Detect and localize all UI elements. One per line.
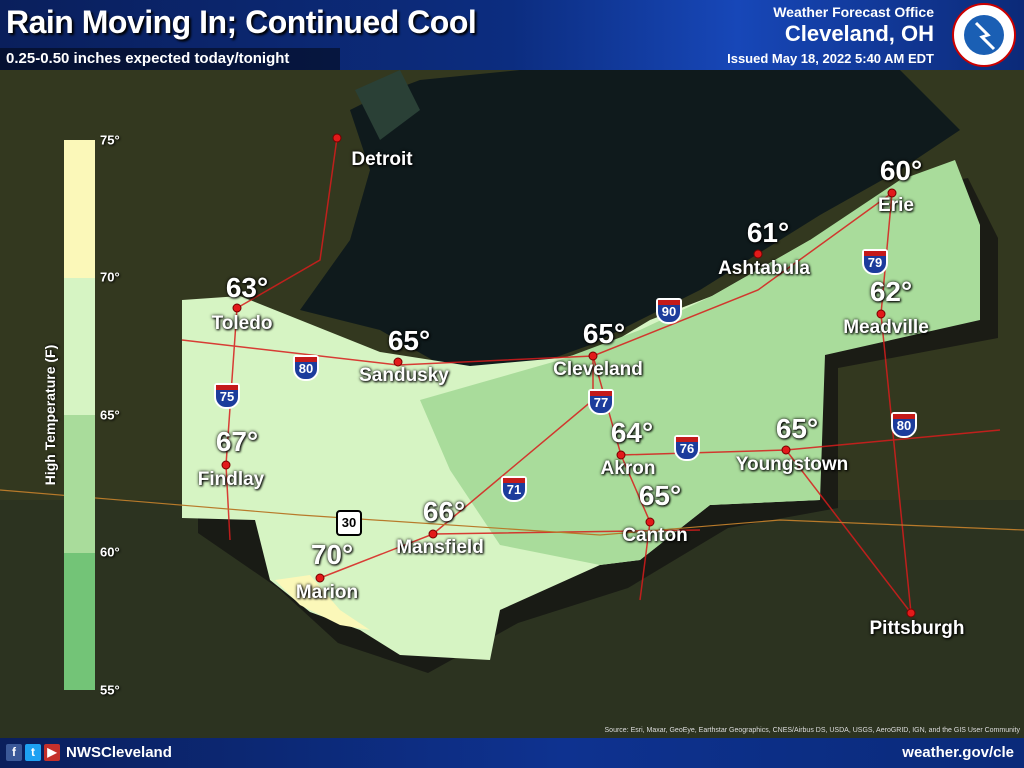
forecast-area-warm <box>275 575 370 630</box>
city-marker-youngstown <box>781 445 791 455</box>
city-temp-canton: 65° <box>638 480 682 511</box>
subtitle: 0.25-0.50 inches expected today/tonight <box>0 48 340 70</box>
office-info: Weather Forecast Office Cleveland, OH Is… <box>727 4 934 66</box>
city-temp-meadville: 62° <box>869 276 913 307</box>
legend-tick: 75° <box>100 132 120 148</box>
office-label: Weather Forecast Office <box>773 4 934 20</box>
map-source: Source: Esri, Maxar, GeoEye, Earthstar G… <box>604 727 1020 734</box>
nws-logo <box>952 3 1016 67</box>
interstate-80-shield: 80 <box>293 355 319 381</box>
city-marker-findlay <box>221 460 231 470</box>
city-marker-ashtabula <box>753 249 763 259</box>
city-marker-meadville <box>876 309 886 319</box>
office-city: Cleveland, OH <box>784 21 934 46</box>
city-name-akron: Akron <box>600 458 656 479</box>
city-name-meadville: Meadville <box>843 317 929 338</box>
footer: f t ▶ NWSCleveland weather.gov/cle <box>0 738 1024 768</box>
lake-st-clair <box>355 70 420 140</box>
interstate-77-shield: 77 <box>588 389 614 415</box>
youtube-icon[interactable]: ▶ <box>44 744 60 761</box>
city-marker-canton <box>645 517 655 527</box>
city-name-ashtabula: Ashtabula <box>718 258 810 279</box>
legend-tick: 55° <box>100 682 120 698</box>
city-name-cleveland: Cleveland <box>553 359 643 380</box>
legend-band-65-70 <box>64 277 95 415</box>
legend-tick: 60° <box>100 544 120 560</box>
interstate-90-shield: 90 <box>656 298 682 324</box>
city-marker-erie <box>887 188 897 198</box>
city-name-pittsburgh: Pittsburgh <box>869 618 965 639</box>
header: Rain Moving In; Continued Cool 0.25-0.50… <box>0 0 1024 70</box>
issued-time: Issued May 18, 2022 5:40 AM EDT <box>727 51 934 66</box>
city-temp-mansfield: 66° <box>422 496 466 527</box>
forecast-area-mid <box>420 160 980 565</box>
city-temp-cleveland: 65° <box>582 318 626 349</box>
city-temp-toledo: 63° <box>225 272 269 303</box>
city-name-sandusky: Sandusky <box>359 365 449 386</box>
us-30-shield: 30 <box>336 510 362 536</box>
city-temp-findlay: 67° <box>215 426 259 457</box>
city-marker-marion <box>315 573 325 583</box>
city-marker-mansfield <box>428 529 438 539</box>
legend-tick: 70° <box>100 269 120 285</box>
interstate-80-shield: 80 <box>891 412 917 438</box>
page-title: Rain Moving In; Continued Cool <box>6 4 477 40</box>
website-link[interactable]: weather.gov/cle <box>902 744 1014 761</box>
interstate-71-shield: 71 <box>501 476 527 502</box>
city-name-toledo: Toledo <box>211 313 273 334</box>
city-temp-ashtabula: 61° <box>746 217 790 248</box>
city-name-canton: Canton <box>622 525 688 546</box>
lake-erie <box>300 70 960 370</box>
interstate-75-shield: 75 <box>214 383 240 409</box>
legend-tick: 65° <box>100 407 120 423</box>
city-marker-sandusky <box>393 357 403 367</box>
legend-color-bar <box>64 140 95 690</box>
city-marker-pittsburgh <box>906 608 916 618</box>
city-temp-erie: 60° <box>879 155 923 186</box>
city-temp-marion: 70° <box>310 539 354 570</box>
social-handle[interactable]: NWSCleveland <box>66 744 172 761</box>
city-temp-youngstown: 65° <box>775 413 819 444</box>
city-name-youngstown: Youngstown <box>735 454 849 475</box>
legend-band-55-60 <box>64 552 95 690</box>
city-marker-cleveland <box>588 351 598 361</box>
city-name-erie: Erie <box>878 195 914 216</box>
interstate-76-shield: 76 <box>674 435 700 461</box>
facebook-icon[interactable]: f <box>6 744 22 761</box>
legend-band-70-75 <box>64 140 95 278</box>
legend-band-60-65 <box>64 415 95 553</box>
interstate-79-shield: 79 <box>862 249 888 275</box>
city-name-findlay: Findlay <box>197 469 265 490</box>
city-name-detroit: Detroit <box>351 149 413 170</box>
city-marker-toledo <box>232 303 242 313</box>
city-name-mansfield: Mansfield <box>396 537 484 558</box>
city-temp-akron: 64° <box>610 417 654 448</box>
city-temp-sandusky: 65° <box>387 325 431 356</box>
city-marker-detroit <box>332 133 342 143</box>
city-name-marion: Marion <box>295 582 359 603</box>
city-marker-akron <box>616 450 626 460</box>
twitter-icon[interactable]: t <box>25 744 41 761</box>
legend-title: High Temperature (F) <box>42 344 58 486</box>
